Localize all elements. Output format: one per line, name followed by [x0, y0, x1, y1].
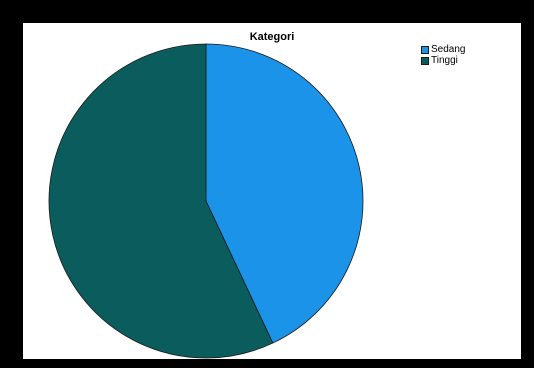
chart-plot-area: Kategori Sedang Tinggi — [23, 23, 521, 359]
legend-item-tinggi: Tinggi — [421, 55, 465, 66]
legend-swatch-tinggi — [421, 56, 429, 65]
legend: Sedang Tinggi — [421, 44, 465, 66]
legend-label-tinggi: Tinggi — [431, 54, 458, 66]
pie-slice-sedang — [205, 43, 364, 344]
legend-swatch-sedang — [421, 45, 429, 54]
legend-label-sedang: Sedang — [431, 43, 466, 55]
chart-title: Kategori — [249, 31, 295, 43]
pie-chart — [48, 43, 364, 359]
pie-slice-tinggi — [48, 43, 274, 359]
legend-item-sedang: Sedang — [421, 44, 465, 55]
